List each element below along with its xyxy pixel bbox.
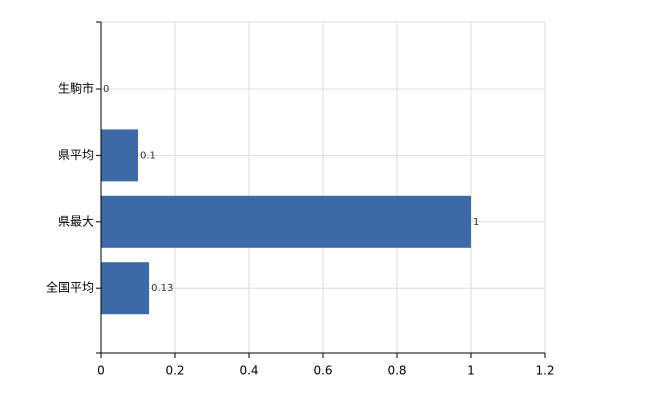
value-label: 1 xyxy=(473,217,479,228)
x-tick-label: 0.6 xyxy=(313,364,332,378)
y-tick-label: 県最大 xyxy=(58,214,94,228)
value-label: 0.13 xyxy=(151,283,173,294)
y-tick-label: 県平均 xyxy=(58,148,94,162)
bar xyxy=(101,195,471,248)
y-tick-label: 生駒市 xyxy=(58,81,94,96)
value-label: 0.1 xyxy=(140,150,156,161)
value-label: 0 xyxy=(103,84,109,95)
x-tick-label: 0 xyxy=(97,364,105,378)
x-tick-label: 0.8 xyxy=(387,364,406,378)
x-tick-label: 0.2 xyxy=(165,364,184,378)
bar xyxy=(101,129,138,182)
x-tick-label: 1 xyxy=(467,364,475,378)
bar xyxy=(101,262,150,315)
x-tick-label: 0.4 xyxy=(239,364,258,378)
y-tick-label: 全国平均 xyxy=(46,280,94,295)
x-tick-label: 1.2 xyxy=(535,364,554,378)
